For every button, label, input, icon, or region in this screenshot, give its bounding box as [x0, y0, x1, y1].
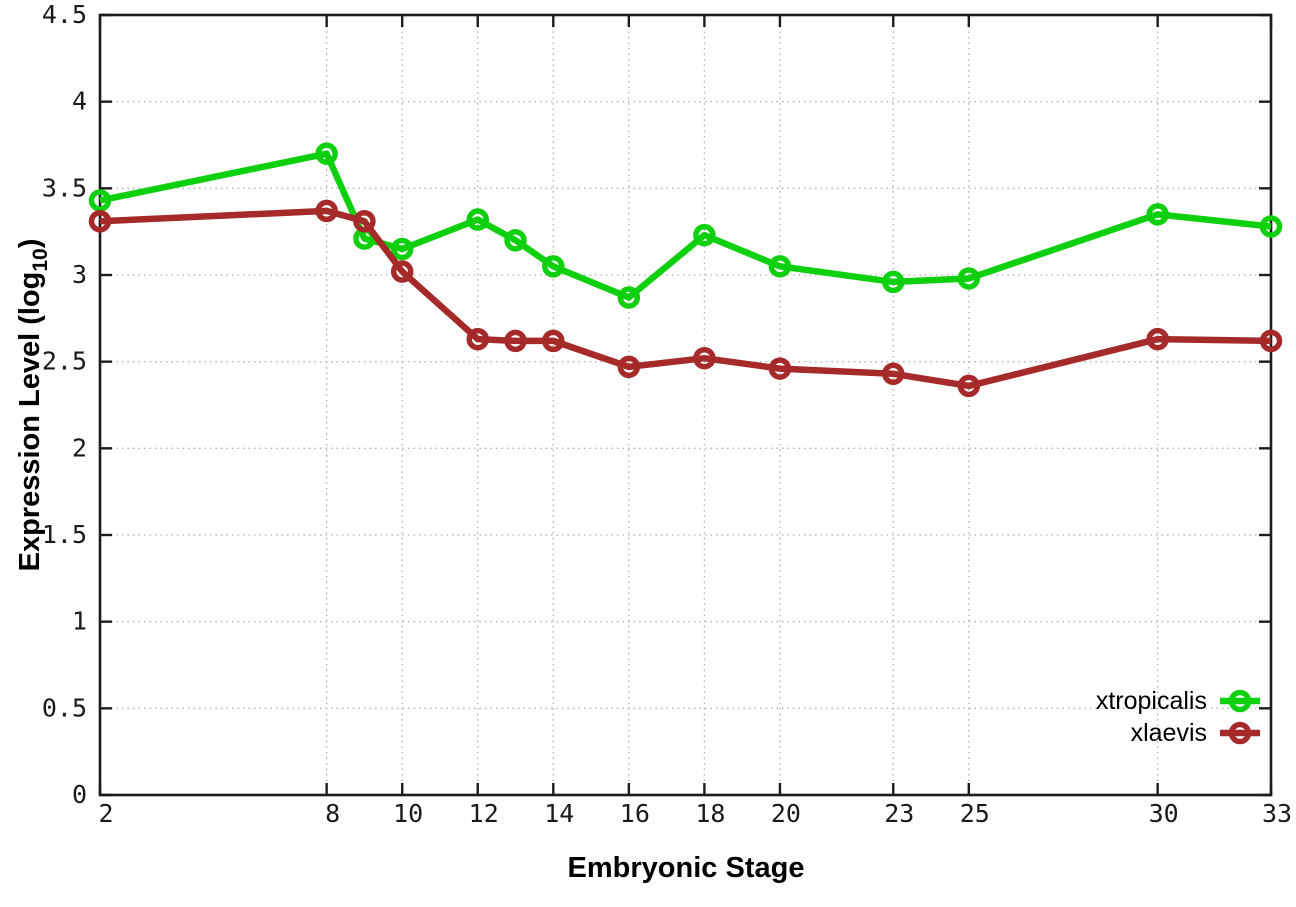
data-point-xtropicalis-18 — [693, 223, 716, 247]
data-point-xtropicalis-2 — [88, 189, 112, 212]
legend: xtropicalis xlaevis — [1096, 687, 1260, 747]
y-tick-label: 3.5 — [42, 173, 87, 202]
data-point-xtropicalis-30 — [1146, 203, 1169, 226]
data-point-xtropicalis-33 — [1259, 215, 1283, 238]
data-point-xlaevis-12 — [466, 327, 489, 351]
x-axis-title: Embryonic Stage — [568, 852, 805, 884]
data-point-xtropicalis-14 — [542, 255, 565, 278]
grid-layer — [99, 14, 1272, 796]
x-tick-label: 8 — [325, 799, 340, 828]
y-tick-label: 1 — [72, 607, 87, 636]
x-tick-label: 2 — [98, 799, 113, 828]
x-tick-label: 20 — [771, 799, 801, 828]
data-point-xlaevis-10 — [390, 260, 414, 283]
y-tick-label: 2.5 — [42, 347, 87, 376]
data-point-xtropicalis-16 — [617, 286, 641, 309]
data-point-xtropicalis-12 — [466, 208, 489, 231]
data-point-xtropicalis-25 — [957, 267, 981, 290]
legend-marker-xlaevis — [1228, 721, 1252, 745]
legend-label-xtropicalis: xtropicalis — [1096, 687, 1207, 715]
data-point-xlaevis-20 — [768, 357, 792, 380]
data-point-xlaevis-16 — [617, 355, 641, 379]
y-axis-title-text: Expression Level (log10) — [14, 239, 52, 572]
y-tick-label: 0 — [72, 780, 87, 809]
y-tick-label: 4 — [72, 87, 87, 116]
data-point-xlaevis-18 — [693, 346, 716, 370]
legend-marker-xtropicalis — [1228, 689, 1252, 713]
y-axis-title: Expression Level (log10) — [14, 239, 52, 572]
data-point-xlaevis-14 — [542, 329, 565, 353]
x-tick-label: 25 — [960, 799, 990, 828]
x-tick-label: 33 — [1262, 799, 1292, 828]
data-point-xlaevis-2 — [88, 210, 112, 233]
series-line-xtropicalis — [99, 150, 1272, 301]
legend-label-xlaevis: xlaevis — [1131, 719, 1207, 747]
y-tick-label: 3 — [72, 260, 87, 289]
x-tick-label: 10 — [393, 799, 423, 828]
x-tick-label: 12 — [469, 799, 499, 828]
y-tick-label: 0.5 — [42, 693, 87, 722]
axis-labels-layer: 2 8 10 12 14 16 18 20 23 25 30 33 0 0.5 1 1.5 2 2.5 3 3.5 4 4… — [42, 0, 1292, 828]
x-tick-label: 30 — [1149, 799, 1179, 828]
data-point-xlaevis-30 — [1146, 327, 1169, 351]
x-tick-label: 18 — [695, 799, 725, 828]
data-point-xlaevis-23 — [882, 362, 905, 386]
y-tick-label: 2 — [72, 433, 87, 462]
data-point-xtropicalis-23 — [882, 270, 905, 294]
x-tick-label: 16 — [620, 799, 650, 828]
y-tick-label: 4.5 — [42, 0, 87, 29]
series-layer — [88, 142, 1283, 398]
data-point-xlaevis-33 — [1259, 329, 1283, 353]
data-point-xlaevis-8 — [315, 199, 338, 223]
data-point-xtropicalis-13 — [504, 229, 527, 252]
plot-border — [98, 13, 1273, 797]
plot-frame — [98, 13, 1273, 797]
data-point-xtropicalis-10 — [390, 237, 414, 261]
x-tick-label: 14 — [544, 799, 574, 828]
data-point-xtropicalis-20 — [768, 255, 792, 278]
data-point-xtropicalis-8 — [315, 142, 338, 165]
x-tick-label: 23 — [884, 799, 914, 828]
data-point-xlaevis-25 — [957, 374, 981, 398]
y-tick-label: 1.5 — [42, 520, 87, 549]
data-point-xlaevis-13 — [504, 329, 527, 353]
data-point-xlaevis-9 — [353, 210, 376, 233]
